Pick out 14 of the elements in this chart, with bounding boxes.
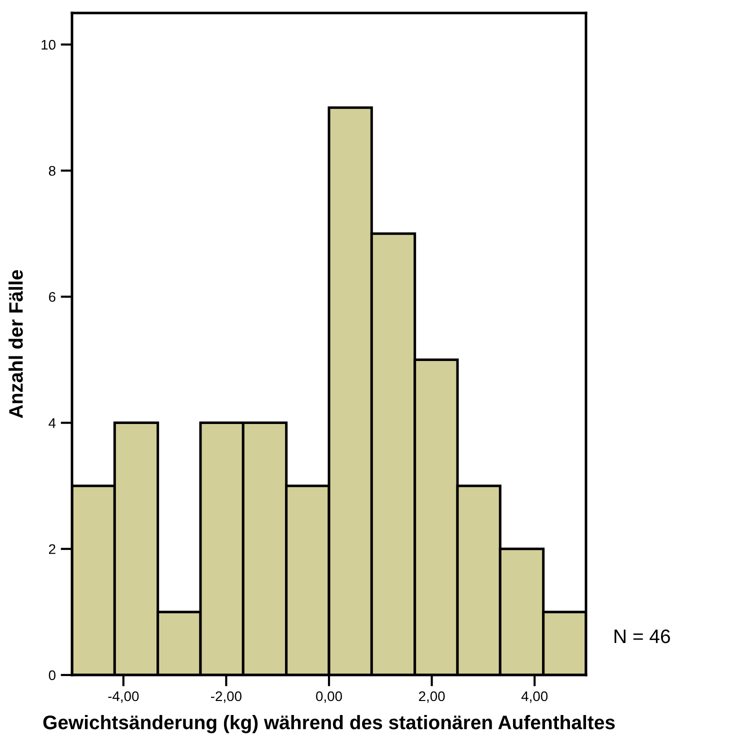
y-axis-title: Anzahl der Fälle xyxy=(8,270,23,418)
y-tick-label: 2 xyxy=(49,544,56,554)
x-tick-label: -2,00 xyxy=(210,691,242,703)
y-tick-label: 0 xyxy=(48,670,56,680)
y-tick-label: 4 xyxy=(48,418,56,428)
y-tick-label: 10 xyxy=(42,40,56,50)
x-axis-title: Gewichtsänderung (kg) während des stationären Aufenthaltes xyxy=(43,715,615,734)
y-tick-label: 8 xyxy=(48,166,56,176)
x-tick-label: 0,00 xyxy=(316,691,342,703)
x-tick-label: 4,00 xyxy=(521,691,548,703)
y-tick-label: 6 xyxy=(49,292,56,302)
x-tick-label: 2,00 xyxy=(418,691,445,703)
x-tick-label: -4,00 xyxy=(108,691,139,703)
text: N = 46 xyxy=(614,629,670,644)
